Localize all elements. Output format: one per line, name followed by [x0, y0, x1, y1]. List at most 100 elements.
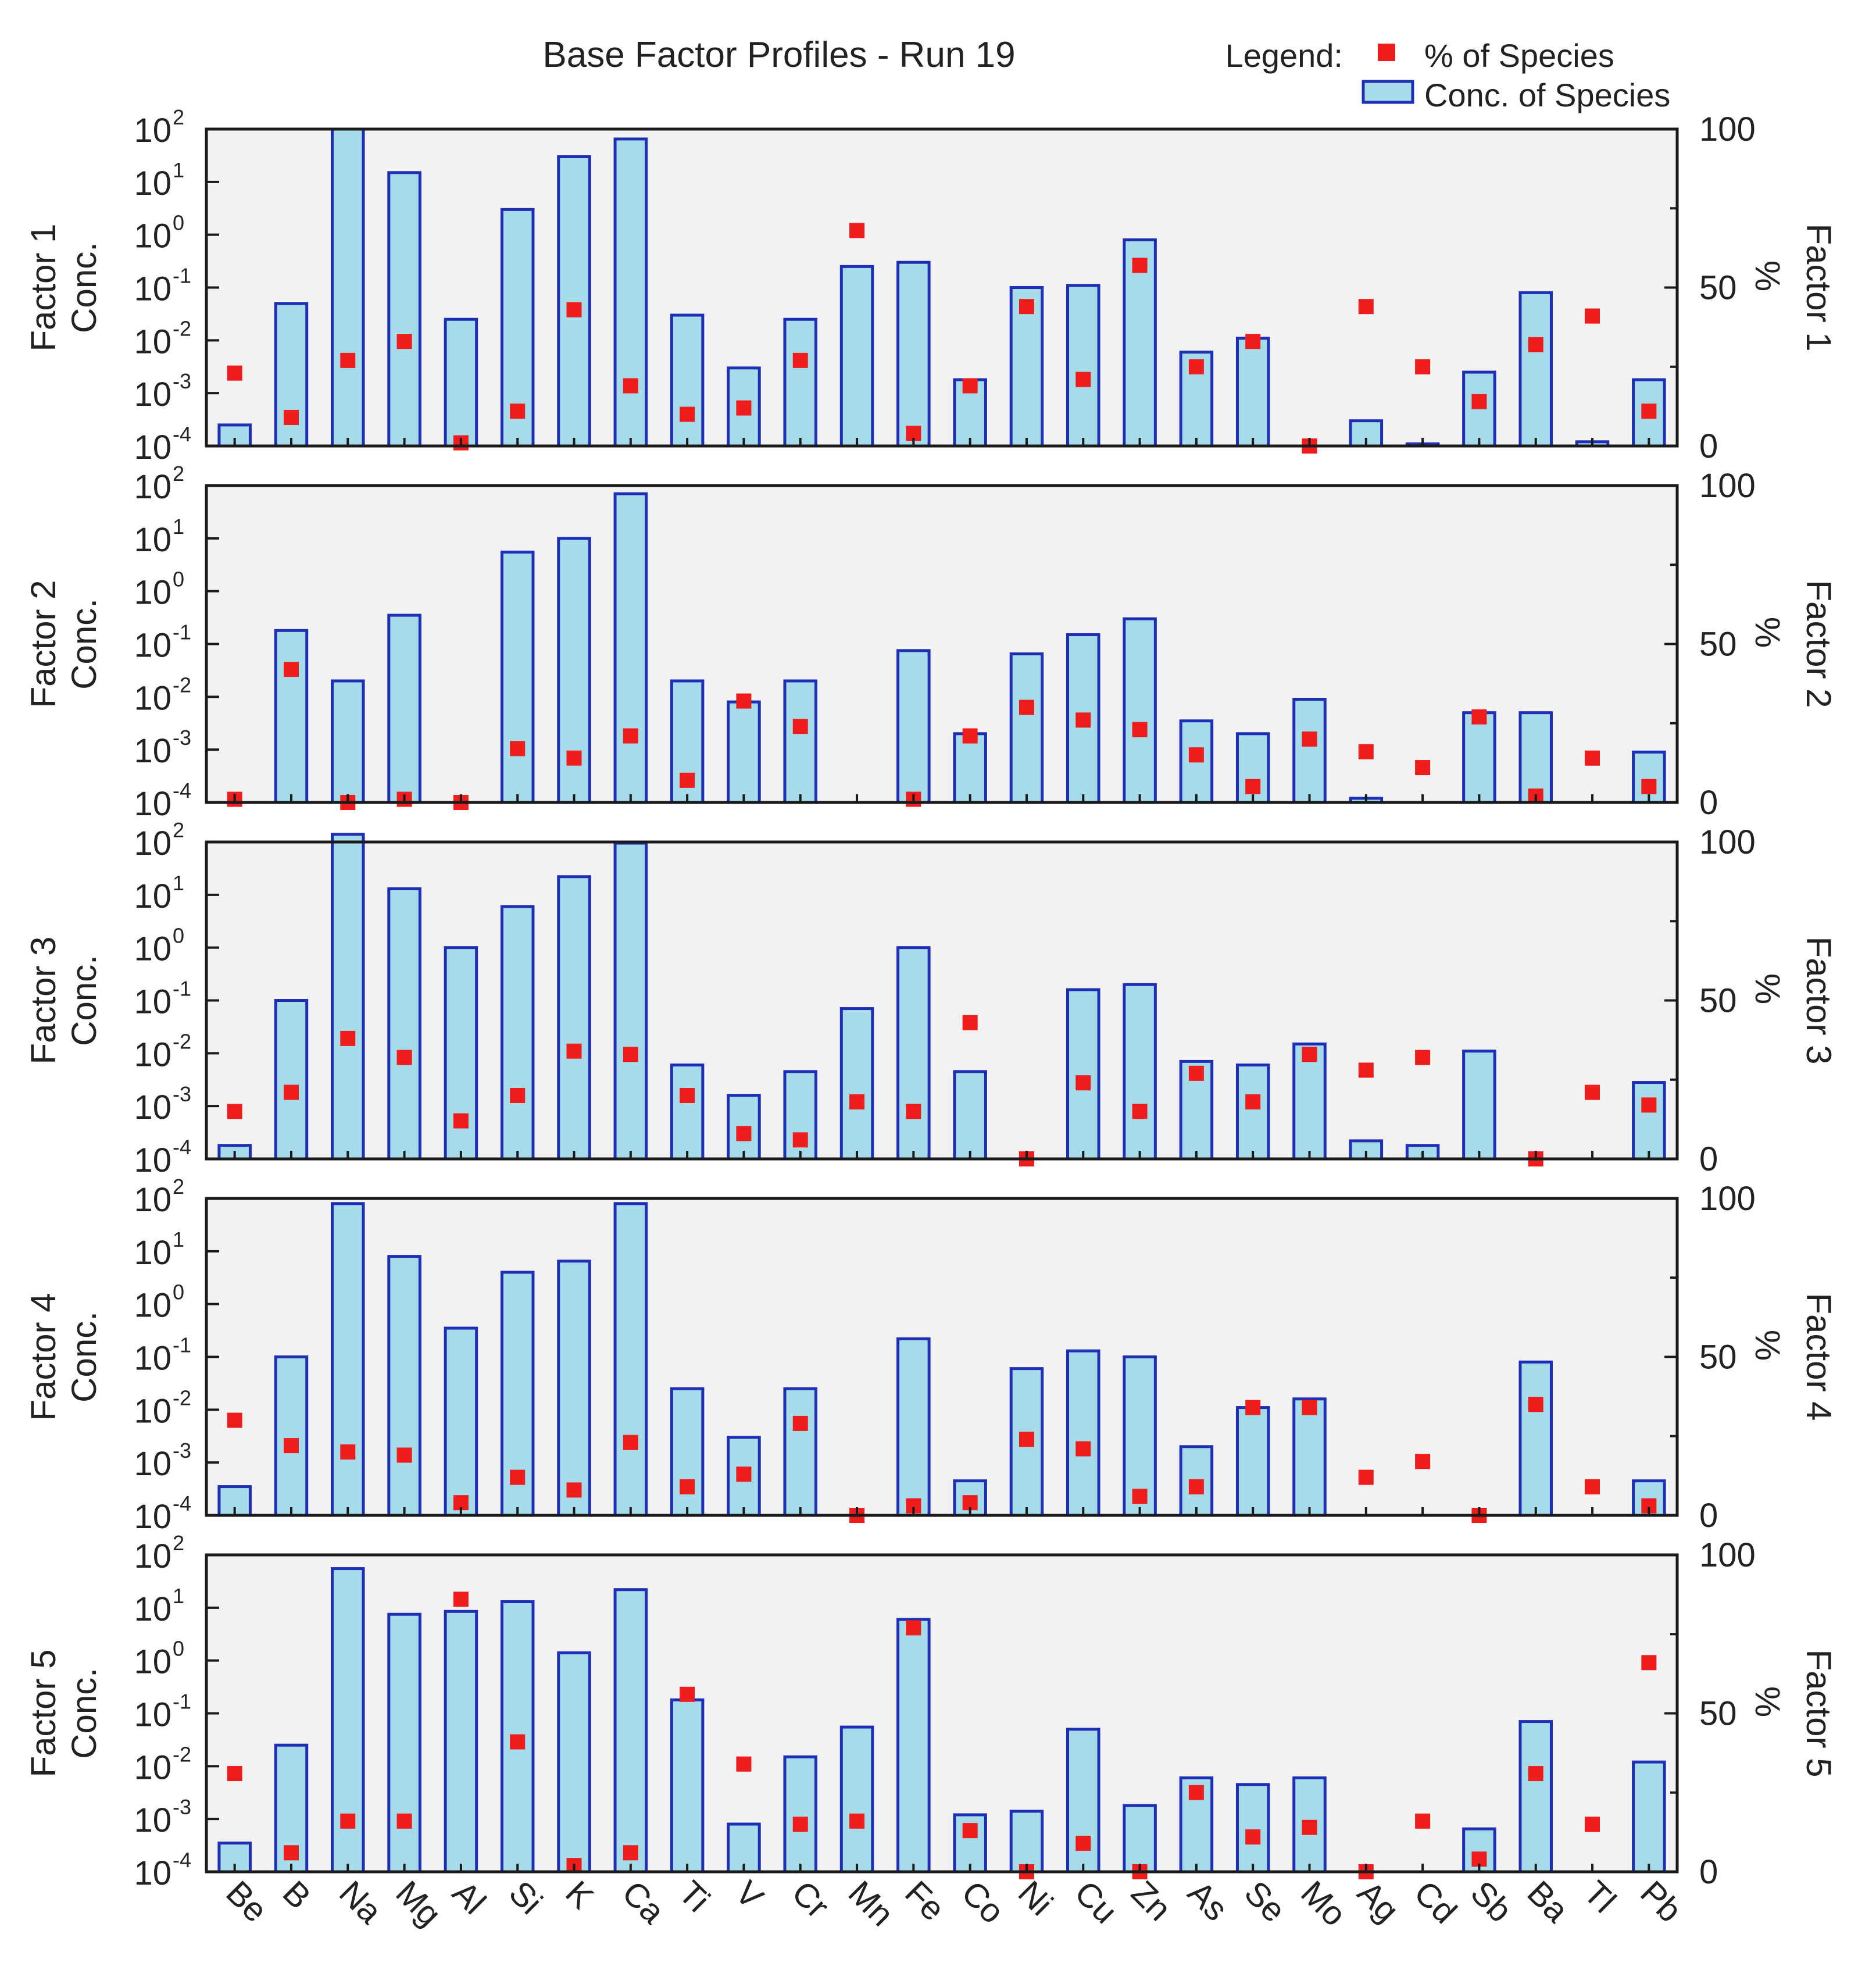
percent-point-ca: [623, 1845, 638, 1861]
conc-bar-k: [557, 1651, 591, 1874]
left-tick-label: 10: [134, 1643, 171, 1681]
percent-point-tl: [1585, 1084, 1600, 1100]
conc-bar-cu: [1066, 1349, 1100, 1517]
percent-point-ag: [1358, 1062, 1374, 1078]
right-panel-label: Factor 1: [1799, 223, 1838, 351]
percent-point-cd: [1415, 1050, 1431, 1065]
percent-point-co: [962, 1015, 978, 1030]
percent-point-na: [340, 1030, 356, 1046]
left-tick-exponent: 0: [173, 568, 184, 591]
left-tick-exponent: -1: [173, 1333, 191, 1357]
conc-bar-b: [274, 999, 309, 1161]
conc-bar-se: [1235, 337, 1270, 448]
percent-point-v: [736, 400, 752, 416]
left-tick-exponent: 1: [173, 515, 184, 538]
right-axis-unit: %: [1748, 261, 1787, 291]
percent-point-ag: [1358, 1469, 1374, 1485]
percent-point-fe: [906, 1104, 921, 1119]
right-tick-label: 50: [1699, 1339, 1737, 1376]
left-tick-exponent: 1: [173, 871, 184, 895]
conc-bar-fe: [896, 649, 931, 804]
percent-point-zn: [1132, 722, 1148, 737]
conc-bar-mg: [387, 887, 421, 1161]
percent-point-si: [510, 1469, 526, 1485]
conc-bar-zn: [1123, 1804, 1157, 1874]
left-tick-exponent: -1: [173, 1690, 191, 1714]
y-axis-title-unit: Conc.: [65, 1668, 103, 1759]
legend-marker-conc: [1362, 80, 1414, 104]
percent-point-mn: [849, 1094, 865, 1109]
conc-bar-cr: [783, 1755, 817, 1874]
percent-point-co: [962, 1823, 978, 1839]
left-tick-label: 10: [134, 1749, 171, 1786]
percent-point-si: [510, 1088, 526, 1103]
conc-bar-na: [331, 1202, 365, 1517]
left-tick-label: 10: [134, 1234, 171, 1272]
percent-point-as: [1188, 1065, 1204, 1081]
percent-point-tl: [1585, 1479, 1600, 1494]
percent-point-zn: [1132, 258, 1148, 273]
right-tick-label: 50: [1699, 269, 1737, 307]
left-tick-exponent: 1: [173, 1228, 184, 1251]
plot-area: [205, 840, 1679, 1161]
percent-point-se: [1245, 779, 1261, 794]
conc-bar-ca: [613, 137, 648, 448]
left-tick-label: 10: [134, 825, 171, 862]
percent-point-mg: [396, 1813, 412, 1829]
legend: Legend: % of Species Conc. of Species: [1225, 37, 1671, 113]
left-tick-label: 10: [134, 983, 171, 1021]
conc-bar-se: [1235, 1063, 1270, 1161]
percent-point-cd: [1415, 1813, 1431, 1829]
conc-bar-ti: [670, 1387, 705, 1517]
conc-bar-na: [331, 679, 365, 804]
right-axis-unit: %: [1748, 973, 1787, 1004]
conc-bar-cr: [783, 679, 817, 804]
percent-point-cd: [1415, 359, 1431, 374]
percent-point-mg: [396, 1447, 412, 1463]
percent-point-na: [340, 352, 356, 368]
percent-point-ag: [1358, 744, 1374, 759]
percent-point-ti: [680, 1686, 695, 1702]
conc-bar-b: [274, 629, 309, 804]
percent-point-cu: [1075, 712, 1091, 728]
percent-point-ni: [1019, 700, 1034, 715]
right-tick-label: 100: [1699, 110, 1756, 148]
conc-bar-ba: [1518, 1360, 1553, 1517]
percent-point-cr: [792, 1132, 808, 1148]
conc-bar-al: [444, 317, 478, 448]
percent-point-be: [227, 365, 242, 381]
conc-bar-ti: [670, 313, 705, 448]
left-tick-label: 10: [134, 1445, 171, 1483]
percent-point-na: [340, 1813, 356, 1829]
conc-bar-mg: [387, 1255, 421, 1517]
left-tick-exponent: -1: [173, 264, 191, 288]
right-tick-label: 0: [1699, 1853, 1718, 1891]
left-tick-exponent: -2: [173, 1386, 191, 1410]
percent-point-cr: [792, 719, 808, 734]
conc-bar-zn: [1123, 983, 1157, 1161]
left-tick-exponent: -3: [173, 726, 191, 750]
percent-point-se: [1245, 1400, 1261, 1415]
legend-entry-conc: Conc. of Species: [1424, 77, 1670, 113]
percent-point-se: [1245, 1094, 1261, 1109]
percent-point-pb: [1641, 1655, 1657, 1671]
plot-area: [205, 127, 1679, 448]
percent-point-ca: [623, 728, 638, 744]
left-tick-label: 10: [134, 376, 171, 413]
percent-point-be: [227, 1766, 242, 1782]
left-tick-label: 10: [134, 1036, 171, 1073]
y-axis-title: Factor 1: [24, 223, 63, 351]
percent-point-zn: [1132, 1489, 1148, 1504]
percent-point-ba: [1528, 1766, 1543, 1782]
left-tick-exponent: -2: [173, 1029, 191, 1053]
left-tick-exponent: 0: [173, 1637, 184, 1661]
percent-point-b: [283, 409, 299, 425]
percent-point-ni: [1019, 1432, 1034, 1447]
right-tick-label: 50: [1699, 1695, 1737, 1733]
left-tick-label: 10: [134, 429, 171, 466]
percent-point-k: [566, 1043, 582, 1059]
conc-bar-cr: [783, 1387, 817, 1517]
percent-point-cd: [1415, 1454, 1431, 1469]
percent-point-as: [1188, 747, 1204, 763]
left-tick-exponent: -4: [173, 779, 191, 802]
